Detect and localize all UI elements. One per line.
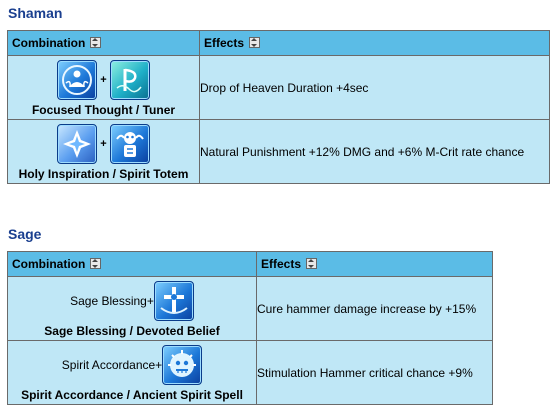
tuner-icon (109, 60, 150, 100)
combination-cell: Spirit Accordance+ Spirit Accordance / A… (7, 340, 257, 405)
section-title-sage: Sage (8, 226, 42, 242)
holy-inspiration-icon (57, 124, 98, 164)
effects-header[interactable]: Effects (199, 30, 550, 56)
combination-header[interactable]: Combination (7, 251, 257, 277)
table-row: + Holy Inspiration / Spirit Totem Natura… (7, 119, 550, 184)
combination-label: Holy Inspiration / Spirit Totem (18, 167, 189, 181)
table-row: Spirit Accordance+ Spirit Accordance / A… (7, 340, 493, 405)
table-row: Sage Blessing+ Sage Blessing / Devoted B… (7, 276, 493, 341)
sage-table: Combination Effects Sage Blessing+ Sage … (7, 251, 493, 405)
focused-thought-icon (57, 60, 98, 100)
table-header-row: Combination Effects (7, 30, 550, 56)
ancient-spirit-spell-icon (162, 345, 203, 385)
section-title-shaman: Shaman (8, 5, 63, 21)
combination-lead-text: Sage Blessing+ (70, 294, 154, 308)
sort-icon[interactable] (249, 37, 261, 48)
combination-cell: + Focused Thought / Tuner (7, 55, 200, 120)
sort-icon[interactable] (306, 258, 318, 269)
combination-header[interactable]: Combination (7, 30, 200, 56)
combination-cell: + Holy Inspiration / Spirit Totem (7, 119, 200, 184)
combination-label: Sage Blessing / Devoted Belief (44, 324, 220, 338)
combination-lead-text: Spirit Accordance+ (61, 358, 163, 372)
sort-icon[interactable] (90, 37, 102, 48)
table-row: + Focused Thought / Tuner Drop of Heaven… (7, 55, 550, 120)
effects-header[interactable]: Effects (256, 251, 493, 277)
combination-label: Focused Thought / Tuner (31, 103, 176, 117)
combination-cell: Sage Blessing+ Sage Blessing / Devoted B… (7, 276, 257, 341)
effect-cell: Stimulation Hammer critical chance +9% (256, 340, 493, 405)
effect-cell: Drop of Heaven Duration +4sec (199, 55, 550, 120)
table-header-row: Combination Effects (7, 251, 493, 277)
combination-label: Spirit Accordance / Ancient Spirit Spell (21, 388, 243, 402)
spirit-totem-icon (109, 124, 150, 164)
effect-cell: Cure hammer damage increase by +15% (256, 276, 493, 341)
effect-cell: Natural Punishment +12% DMG and +6% M-Cr… (199, 119, 550, 184)
devoted-belief-icon (153, 281, 194, 321)
sort-icon[interactable] (90, 258, 102, 269)
shaman-table: Combination Effects + Focused Thought / … (7, 30, 550, 184)
